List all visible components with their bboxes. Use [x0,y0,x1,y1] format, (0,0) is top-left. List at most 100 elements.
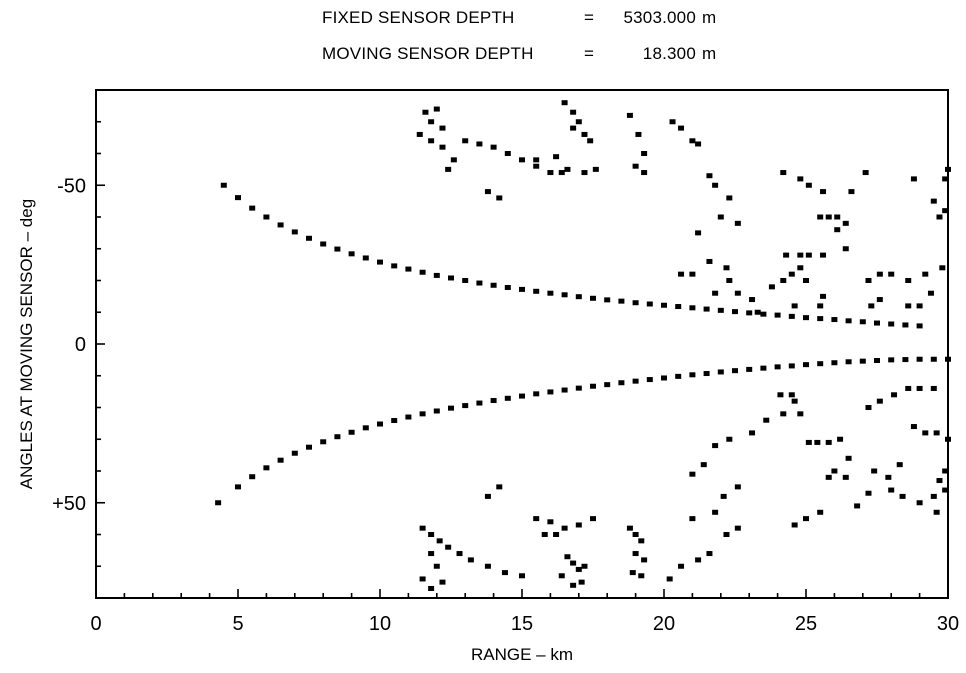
data-point [803,315,809,321]
data-point [803,278,809,283]
data-point [448,275,454,281]
data-point [533,516,540,522]
data-point [678,271,685,277]
data-point [433,272,440,278]
data-point [419,269,426,275]
data-point [570,582,577,588]
moving-sensor-depth-equals: = [584,44,595,63]
data-point [905,303,912,309]
data-point [533,391,540,397]
data-point [734,220,741,226]
data-point [575,522,582,528]
data-point [561,100,568,106]
y-axis-title: ANGLES AT MOVING SENSOR – deg [17,199,36,489]
x-tick-label: 20 [653,613,675,635]
x-axis-title: RANGE – km [471,645,573,664]
data-point [646,377,653,383]
data-point [496,484,503,490]
data-point [791,303,798,309]
data-point [263,214,270,220]
data-point [575,566,582,572]
data-point [445,544,452,550]
x-tick-label: 25 [795,613,817,635]
data-point [629,570,636,576]
data-point [541,532,548,537]
data-point [439,125,446,131]
data-point [618,380,625,386]
data-point [723,265,730,271]
data-point [533,163,540,169]
data-point [797,411,804,417]
data-point [734,525,741,531]
data-point [888,487,895,493]
data-point [760,311,767,317]
data-point [635,131,642,137]
data-point [590,516,596,522]
data-point [496,195,503,201]
data-point [933,509,940,515]
data-point [519,573,525,579]
data-point [859,319,866,325]
data-point [726,195,733,201]
data-point [575,385,582,391]
data-point [476,141,483,147]
data-point [592,166,599,172]
data-point [484,563,491,569]
data-point [703,371,710,377]
data-point [632,532,639,537]
data-point [439,579,446,585]
data-point [817,303,824,309]
data-point [558,170,565,176]
data-point [902,322,909,328]
data-point [604,297,611,303]
data-point [831,468,838,474]
data-point [834,214,841,220]
data-point [746,310,753,316]
data-point [854,503,861,509]
data-point [416,131,423,137]
fixed-sensor-depth-equals: = [584,8,595,27]
data-point [720,493,727,499]
data-point [717,307,724,313]
data-point [780,170,787,176]
data-point [712,182,719,188]
data-point [564,554,571,560]
data-point [942,208,949,214]
data-point [632,551,639,557]
data-point [734,484,741,490]
data-point [754,309,761,315]
data-point [899,493,906,499]
data-point [306,235,312,241]
data-point [456,551,463,557]
data-point [306,444,312,450]
data-point [590,383,596,389]
data-point [797,265,804,271]
data-point [632,300,639,306]
data-point [930,493,937,499]
data-point [723,532,730,537]
data-point [910,176,917,182]
data-point [678,563,685,569]
data-point [638,538,645,544]
data-point [945,436,951,442]
data-point [519,393,525,399]
data-point [916,385,923,391]
data-point [760,365,767,371]
data-point [865,405,872,410]
data-point [820,189,827,195]
data-point [433,408,440,414]
data-point [783,252,790,258]
data-point [831,360,838,366]
data-point [519,157,525,163]
data-point [706,258,713,264]
data-point [842,474,849,480]
data-point [933,430,940,436]
data-point [419,411,426,417]
data-point [905,385,912,391]
data-point [695,141,702,147]
data-point [519,286,525,292]
data-point [825,214,832,220]
data-point [405,266,412,272]
data-point [927,290,934,296]
